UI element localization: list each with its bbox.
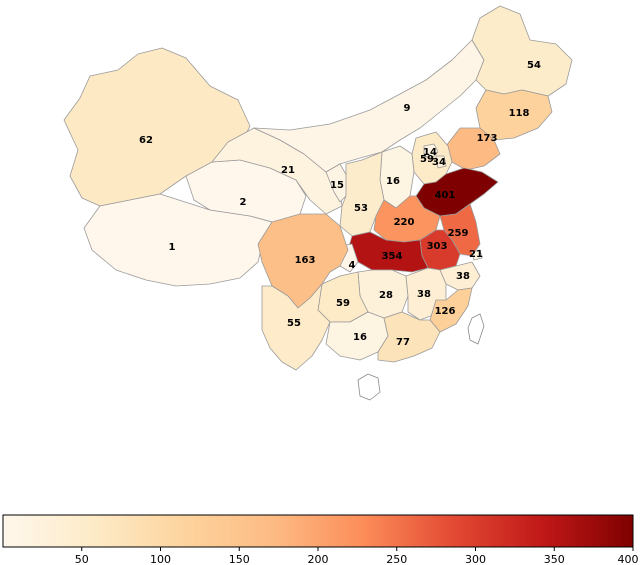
- colorbar-tick-label: 150: [229, 553, 250, 565]
- province-tibet: [83, 193, 273, 287]
- colorbar-ticks: 50 100 150 200 250 300 350 400: [75, 547, 639, 565]
- colorbar-tick-label: 250: [386, 553, 407, 565]
- label-guangdong: 77: [396, 337, 410, 348]
- province-shanghai: [471, 249, 483, 261]
- label-tibet: 1: [169, 242, 176, 253]
- province-zhejiang: [439, 261, 481, 291]
- label-xinjiang: 62: [139, 135, 153, 146]
- label-hebei: 59: [420, 154, 434, 165]
- colorbar-tick-label: 100: [150, 553, 171, 565]
- label-hunan: 28: [379, 290, 393, 301]
- label-beijing: 14: [423, 147, 437, 158]
- label-shaanxi: 53: [354, 203, 368, 214]
- province-tianjin: [435, 155, 447, 169]
- label-hubei: 354: [382, 251, 403, 262]
- province-layer: [63, 5, 573, 371]
- province-heilongjiang: [471, 5, 573, 97]
- colorbar-tick-label: 300: [465, 553, 486, 565]
- label-inner-mongolia: 9: [404, 103, 411, 114]
- label-henan: 220: [394, 217, 415, 228]
- label-anhui: 303: [427, 241, 448, 252]
- label-zhejiang: 38: [456, 271, 470, 282]
- label-tianjin: 34: [432, 157, 446, 168]
- province-jilin: [475, 89, 553, 141]
- label-liaoning: 173: [477, 133, 498, 144]
- label-jiangxi: 38: [417, 289, 431, 300]
- colorbar-tick-label: 50: [75, 553, 89, 565]
- province-value-labels: 62 1 2 21 9 54 118 173 14 59 34 15 16 53…: [139, 60, 541, 348]
- label-jiangsu: 259: [448, 228, 469, 239]
- province-beijing: [423, 143, 439, 159]
- province-yunnan: [261, 283, 331, 371]
- island-hainan: [357, 373, 381, 401]
- label-heilongjiang: 54: [527, 60, 541, 71]
- label-fujian: 126: [435, 306, 456, 317]
- label-qinghai: 2: [240, 197, 247, 208]
- label-ningxia: 15: [330, 180, 344, 191]
- island-taiwan: [467, 313, 485, 345]
- colorbar-tick-label: 400: [618, 553, 639, 565]
- colorbar-gradient: [2, 514, 634, 548]
- label-gansu: 21: [281, 165, 295, 176]
- colorbar-tick-label: 200: [308, 553, 329, 565]
- label-yunnan: 55: [287, 318, 301, 329]
- colorbar: 50 100 150 200 250 300 350 400: [2, 514, 639, 565]
- label-sichuan: 163: [295, 255, 316, 266]
- label-shanxi: 16: [386, 176, 400, 187]
- colorbar-tick-label: 350: [544, 553, 565, 565]
- label-chongqing: 4: [349, 260, 356, 271]
- label-shandong: 401: [435, 190, 456, 201]
- label-guangxi: 16: [353, 332, 367, 343]
- label-jilin: 118: [509, 108, 530, 119]
- label-guizhou: 59: [336, 298, 350, 309]
- province-guangdong: [377, 311, 441, 363]
- label-shanghai: 21: [469, 249, 483, 260]
- province-shaanxi: [339, 151, 385, 237]
